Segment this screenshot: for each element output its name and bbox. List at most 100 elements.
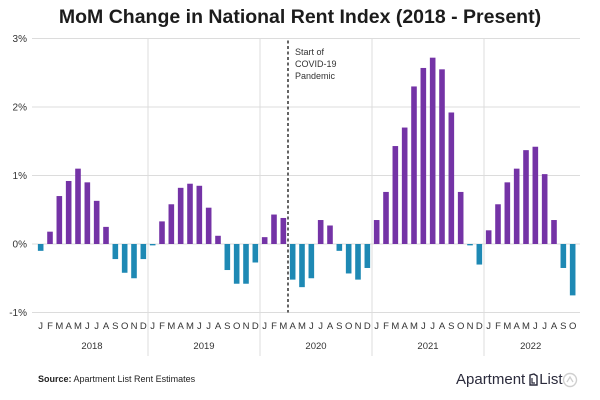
bar-2020-9 xyxy=(337,244,343,251)
bar-2022-10 xyxy=(570,244,576,295)
covid-annotation-text: Start of xyxy=(295,47,325,57)
y-tick-label: -1% xyxy=(9,308,27,319)
month-label: J xyxy=(374,321,379,332)
bar-2018-3 xyxy=(57,196,63,244)
bar-2019-7 xyxy=(206,208,212,244)
month-label: N xyxy=(243,321,250,332)
bar-2022-4 xyxy=(514,169,520,244)
month-label: A xyxy=(551,321,558,332)
bar-2018-12 xyxy=(141,244,147,259)
month-label: A xyxy=(103,321,110,332)
month-label: D xyxy=(140,321,147,332)
gelonghui-watermark-icon xyxy=(562,372,578,388)
bar-2022-7 xyxy=(542,174,548,244)
bar-2022-5 xyxy=(523,150,529,244)
chart-title: MoM Change in National Rent Index (2018 … xyxy=(0,5,600,29)
month-label: J xyxy=(197,321,202,332)
bars xyxy=(38,58,576,296)
bar-2018-4 xyxy=(66,181,72,244)
bar-2019-11 xyxy=(243,244,249,284)
month-label: O xyxy=(345,321,352,332)
bar-2022-3 xyxy=(505,182,511,244)
month-label: M xyxy=(74,321,82,332)
bar-2019-1 xyxy=(150,244,156,245)
month-label: M xyxy=(522,321,530,332)
month-label: S xyxy=(336,321,342,332)
bar-2018-11 xyxy=(131,244,137,278)
bar-2019-5 xyxy=(187,184,193,244)
bar-2021-3 xyxy=(393,146,399,244)
month-label: M xyxy=(410,321,418,332)
bar-2019-9 xyxy=(225,244,231,270)
bar-2022-9 xyxy=(561,244,567,268)
bar-2018-9 xyxy=(113,244,119,259)
bar-2020-6 xyxy=(309,244,315,278)
month-label: J xyxy=(421,321,426,332)
month-label: J xyxy=(430,321,435,332)
bar-2022-2 xyxy=(495,204,501,244)
bar-2021-1 xyxy=(374,220,380,244)
bar-2020-4 xyxy=(290,244,296,280)
month-label: S xyxy=(224,321,230,332)
month-label: J xyxy=(206,321,211,332)
month-label: N xyxy=(131,321,138,332)
bar-2021-2 xyxy=(383,192,389,244)
month-label: A xyxy=(215,321,222,332)
source-note: Source: Apartment List Rent Estimates xyxy=(38,374,195,384)
month-label: M xyxy=(298,321,306,332)
bar-2022-8 xyxy=(551,220,557,244)
month-label: A xyxy=(513,321,520,332)
bar-2018-7 xyxy=(94,201,100,244)
rent-index-chart: 3%2%1%0%-1%J F M A M J J A S O N D2018J F M A M J J A S O N D2… xyxy=(0,0,600,400)
bar-2021-5 xyxy=(411,86,417,244)
month-label: J xyxy=(262,321,267,332)
month-label: D xyxy=(476,321,483,332)
month-label: F xyxy=(47,321,53,332)
month-label: O xyxy=(569,321,576,332)
y-tick-label: 3% xyxy=(13,34,28,45)
month-label: J xyxy=(94,321,99,332)
year-label: 2018 xyxy=(81,341,102,352)
bar-2020-5 xyxy=(299,244,305,287)
month-label: A xyxy=(439,321,446,332)
month-label: S xyxy=(560,321,566,332)
month-label: M xyxy=(503,321,511,332)
bar-2020-3 xyxy=(281,218,287,244)
bar-2021-4 xyxy=(402,128,408,244)
bar-2021-8 xyxy=(439,69,445,244)
month-label: N xyxy=(355,321,362,332)
y-tick-label: 2% xyxy=(13,103,28,114)
bar-2020-1 xyxy=(262,237,268,244)
bar-2018-2 xyxy=(47,232,53,244)
bar-2018-1 xyxy=(38,244,44,251)
month-label: J xyxy=(150,321,155,332)
month-label: A xyxy=(177,321,184,332)
month-label: O xyxy=(457,321,464,332)
bar-2021-11 xyxy=(467,244,473,245)
bar-2021-12 xyxy=(477,244,483,265)
bar-2020-7 xyxy=(318,220,324,244)
bar-2022-1 xyxy=(486,230,492,244)
bar-2018-8 xyxy=(103,227,109,244)
month-label: F xyxy=(495,321,501,332)
month-label: A xyxy=(401,321,408,332)
month-label: F xyxy=(159,321,165,332)
y-tick-label: 1% xyxy=(13,171,28,182)
month-label: M xyxy=(186,321,194,332)
source-text: Apartment List Rent Estimates xyxy=(74,374,196,384)
bar-2018-10 xyxy=(122,244,128,273)
bar-2020-2 xyxy=(271,215,277,244)
month-label: F xyxy=(271,321,277,332)
logo-word-1: Apartment xyxy=(456,371,525,388)
month-label: J xyxy=(38,321,43,332)
month-label: M xyxy=(279,321,287,332)
month-label: J xyxy=(85,321,90,332)
bar-2020-11 xyxy=(355,244,361,280)
bar-2019-8 xyxy=(215,236,221,244)
bar-2019-6 xyxy=(197,186,203,244)
month-label: O xyxy=(233,321,240,332)
month-label: N xyxy=(467,321,474,332)
gridlines xyxy=(32,39,580,357)
bar-2020-10 xyxy=(346,244,352,273)
